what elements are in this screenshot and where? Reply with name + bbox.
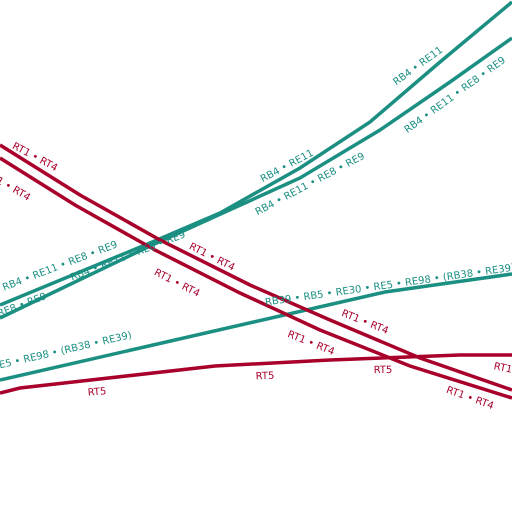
transit-line [0,353,512,395]
line-label: RT1 [493,361,512,376]
transit-line [0,0,512,307]
transit-line [0,156,512,400]
transit-line [0,272,512,382]
line-label: RT5 [255,371,274,383]
line-label: RT5 [374,365,393,376]
line-label: RT5 [87,386,107,399]
